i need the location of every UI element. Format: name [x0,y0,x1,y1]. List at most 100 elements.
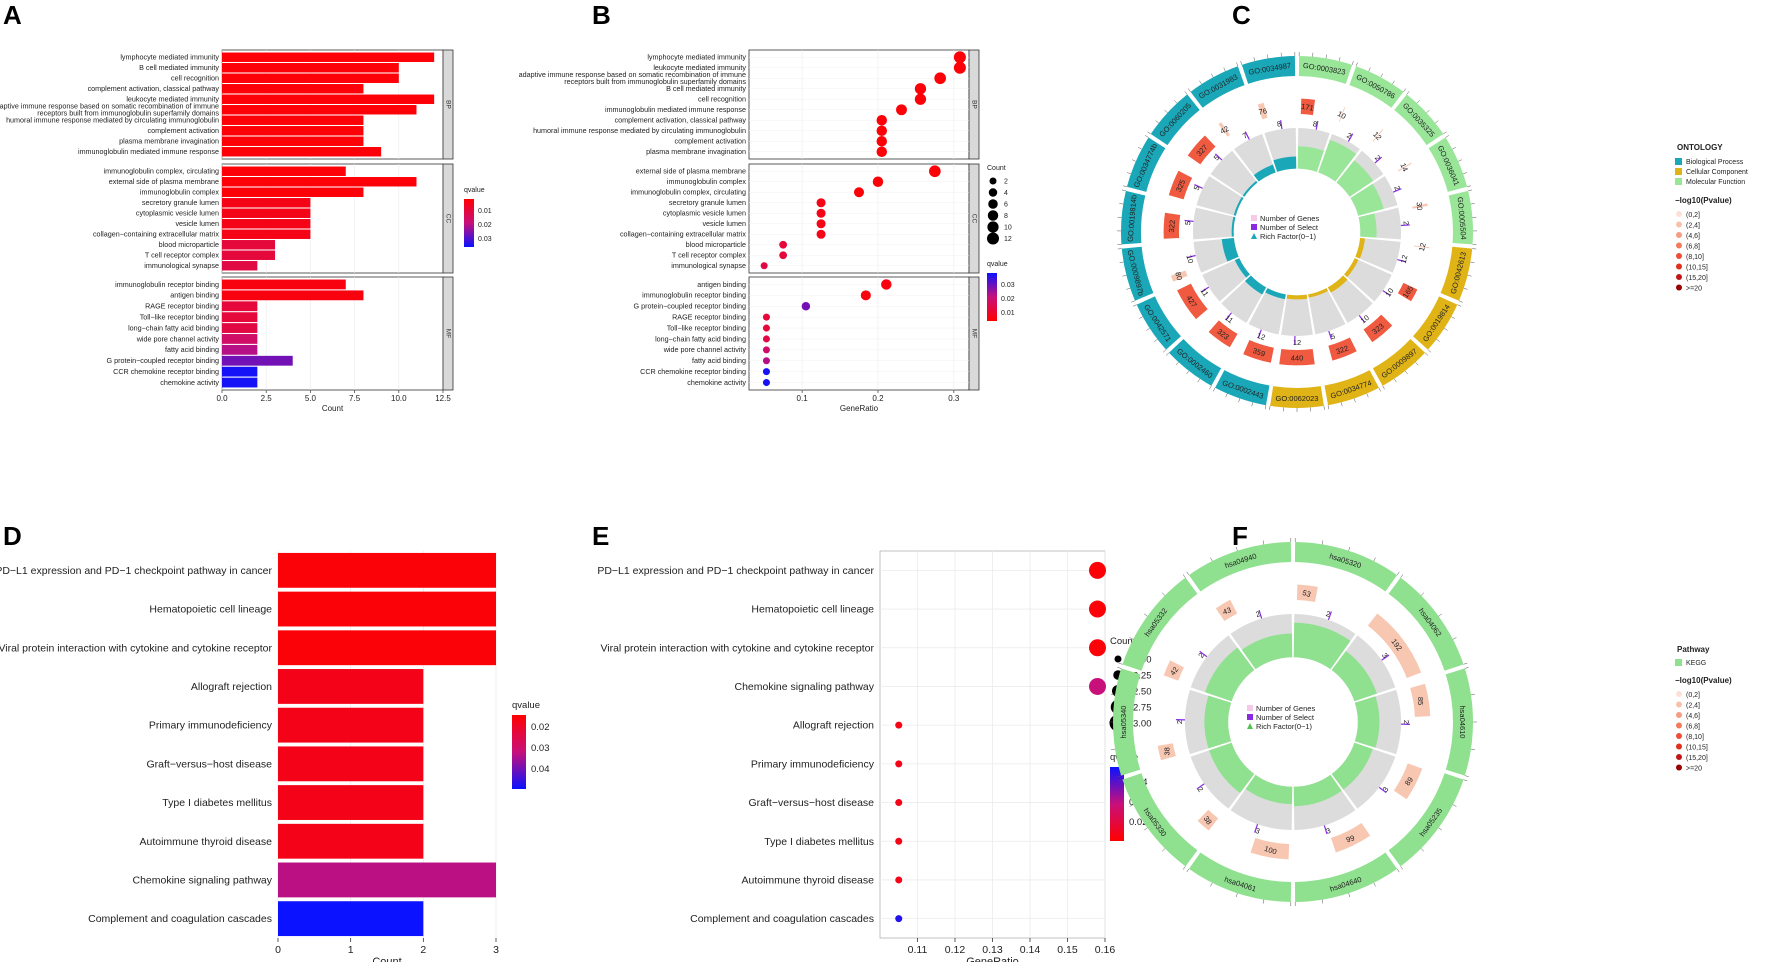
legend-label: (2,4] [1686,223,1700,230]
gene-bar [1331,822,1371,853]
dot [816,208,826,218]
sector-tick [1209,385,1212,390]
x-tick-label: 0.12 [945,944,966,956]
sector-arc [1168,339,1222,386]
size-legend-label: 12 [1004,236,1012,243]
category-label-line: external side of plasma membrane [636,167,746,176]
center-legend-label: Number of Genes [1256,704,1315,713]
sector-tick [1436,339,1440,342]
category-label: immunoglobulin complex, circulating [631,188,746,197]
category-label: long−chain fatty acid binding [128,323,219,332]
category-label: leukocyte mediated immunity [126,95,219,104]
gene-bar [1163,212,1181,239]
sector-tick [1122,274,1127,277]
category-label-line: collagen−containing extracellular matrix [93,230,219,239]
gene-bar [1157,743,1176,761]
category-label-line: RAGE receptor binding [145,302,219,311]
legend-title: Pathway [1677,645,1710,654]
select-count: 5 [1329,332,1336,342]
select-count: 12 [1399,254,1410,264]
sector-tick [1182,866,1186,870]
category-label-line: long−chain fatty acid binding [128,323,219,332]
category-label-line: secretory granule lumen [669,198,746,207]
sector-arc [1113,668,1141,776]
category-label: B cell mediated immunity [666,84,746,93]
select-bar [1328,330,1333,340]
category-label-line: humoral immune response mediated by circ… [6,116,219,125]
size-legend-dot [988,188,998,197]
sector-tick [1122,185,1127,187]
select-bar [1382,290,1391,297]
category-label-line: blood microparticle [159,240,219,249]
sector-arc [1188,852,1292,902]
gene-bar [1243,339,1274,363]
rich-bar [1234,258,1250,278]
sector-tick [1117,775,1122,777]
category-label-line: immunoglobulin receptor binding [642,291,746,300]
sector-tick [1427,349,1432,353]
dot [881,279,892,290]
legend-label: (10,15] [1686,265,1708,272]
select-bar [1358,314,1366,323]
category-label-line: receptors built from immunoglobulin supe… [564,77,746,86]
dot [762,313,770,321]
select-bar [1196,783,1205,790]
x-tick-label: 0.11 [908,944,928,956]
legend-dot [1676,253,1682,259]
select-count: 12 [1256,331,1267,342]
sector-tick [1424,352,1429,356]
sector-tick [1420,592,1425,596]
sector-tick [1373,882,1376,887]
category-label: wide pore channel activity [136,334,220,343]
dot [853,187,865,198]
sector-id: GO:0062023 [1276,394,1319,403]
sector-tick [1458,159,1462,162]
sector-arc [1294,852,1398,902]
legend-title: qvalue [464,187,485,194]
sector-tick [1146,328,1150,331]
sector-tick [1392,80,1395,85]
select-count: 5 [1212,153,1221,162]
sector-tick [1132,304,1137,307]
bar [222,312,258,323]
category-label: vesicle lumen [702,219,746,228]
sector-tick [1161,592,1166,596]
sector-tick [1223,67,1226,72]
legend-dot [1676,754,1682,760]
sector-tick [1267,54,1269,59]
bar [222,323,258,333]
gene-count: 12 [1371,130,1383,142]
sector-tick [1426,109,1430,113]
gene-bar [1363,314,1393,343]
category-label: cell recognition [171,74,219,83]
center-legend-label: Number of Genes [1260,214,1319,223]
rich-bar [1231,216,1236,237]
sector-tick [1147,131,1151,135]
category-label-line: complement activation, classical pathway [88,84,220,93]
facet-strip [968,276,980,391]
legend-dot [1676,712,1682,718]
sector-arc [1428,137,1468,192]
gene-bar [1215,599,1238,622]
select-count: 12 [1293,338,1301,347]
sector-tick [1470,748,1475,750]
color-legend-title: qvalue [987,261,1008,268]
dot [876,146,887,157]
sector-tick [1187,88,1191,92]
legend-title: ONTOLOGY [1677,143,1723,152]
colorbar-tick: 0.02 [1001,296,1015,303]
gene-bar [1338,107,1346,122]
x-tick-label: 2.5 [261,394,273,403]
category-label-line: complement activation, classical pathway [615,116,747,125]
facet-strip [968,163,980,274]
facet-panel [748,49,970,160]
sector-arc [1440,246,1473,301]
gene-count: 100 [1263,844,1278,856]
sector-arc [1448,190,1473,245]
gene-count: 10 [1336,109,1348,121]
sector-tick [1213,387,1216,392]
dot [895,837,903,845]
